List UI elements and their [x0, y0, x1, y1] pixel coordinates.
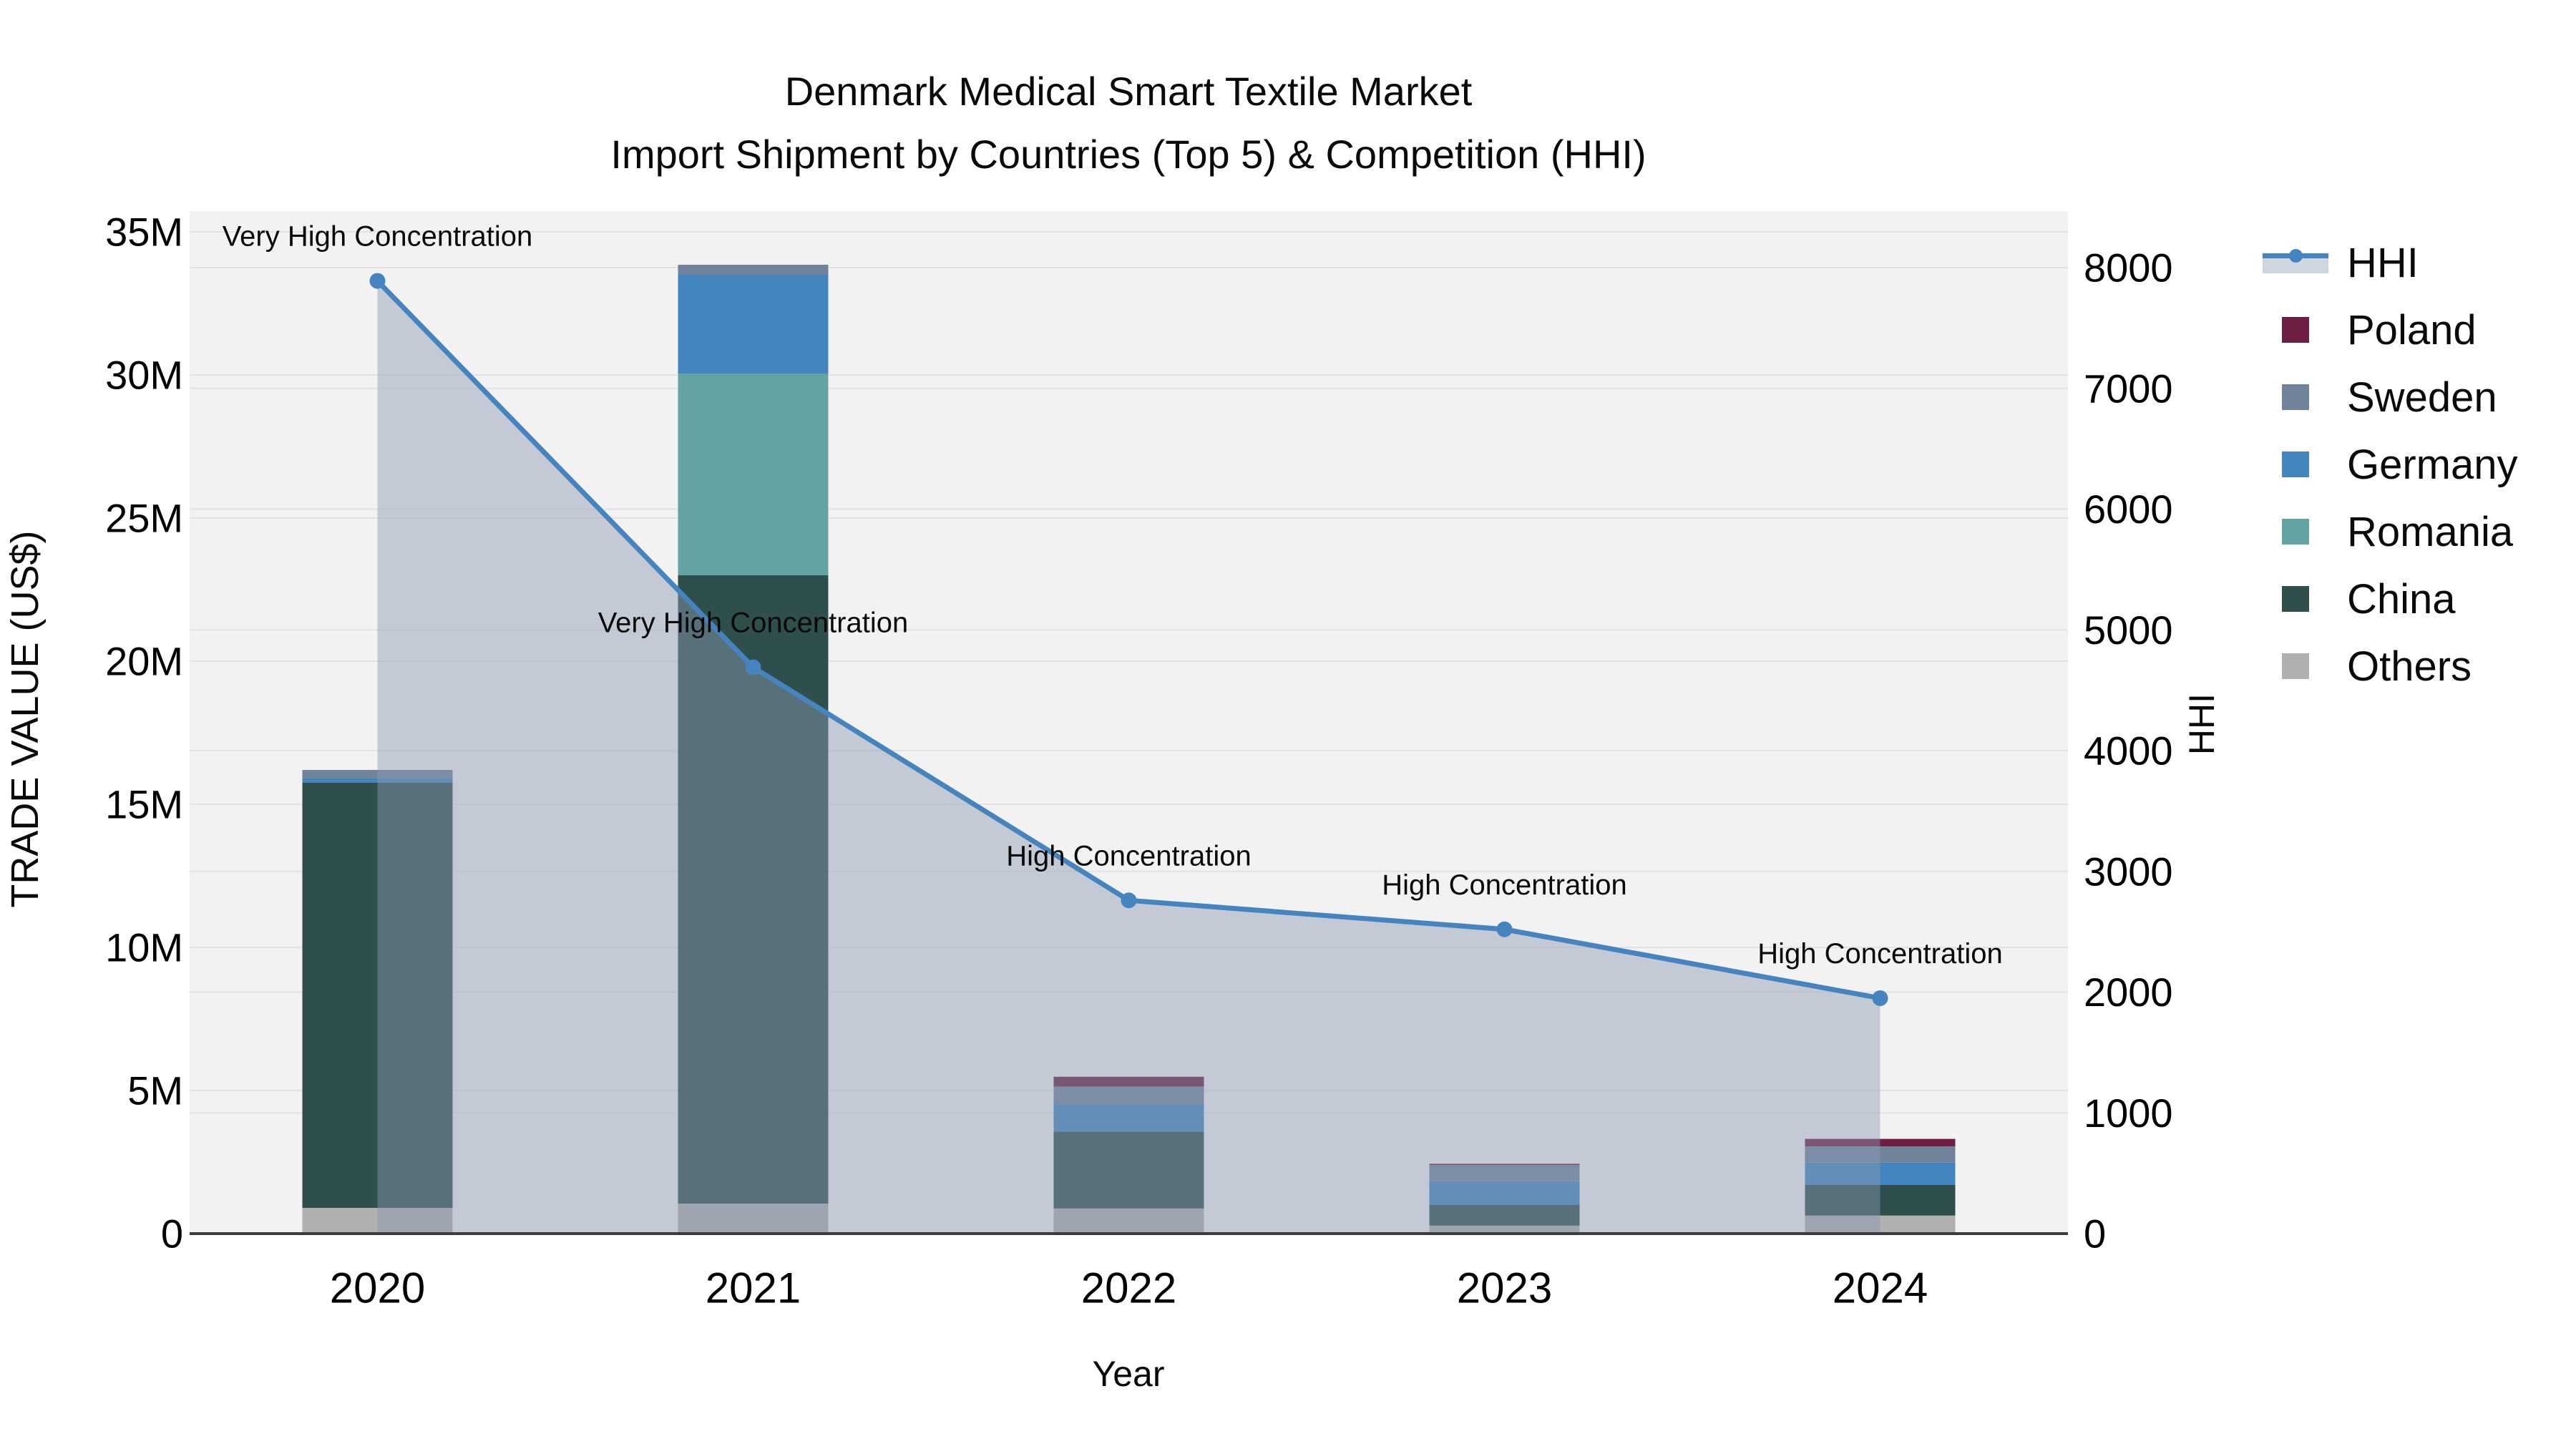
legend-label-hhi: HHI	[2347, 239, 2419, 286]
hhi-marker-2024[interactable]	[1872, 990, 1888, 1006]
hhi-marker-2020[interactable]	[369, 273, 386, 289]
bar-segment-sweden-2023[interactable]	[1429, 1165, 1580, 1181]
bar-segment-sweden-2022[interactable]	[1053, 1086, 1204, 1105]
hhi-area[interactable]	[377, 280, 1880, 1234]
y-right-tick-label: 1000	[2084, 1091, 2173, 1136]
chart-title-line2: Import Shipment by Countries (Top 5) & C…	[610, 132, 1646, 177]
y-left-tick-label: 20M	[105, 639, 183, 684]
legend-label-china: China	[2347, 575, 2456, 623]
y-left-tick-label: 25M	[105, 496, 183, 541]
plot-background	[190, 211, 2068, 1234]
legend-item-poland[interactable]: Poland	[2261, 296, 2518, 364]
bar-segment-china-2020[interactable]	[302, 783, 453, 1208]
y-right-tick-label: 0	[2084, 1211, 2106, 1257]
hhi-swatch-band	[2263, 258, 2328, 273]
legend-label-poland: Poland	[2347, 306, 2477, 353]
annotation-2024: High Concentration	[1757, 938, 2002, 970]
y-left-tick-label: 5M	[127, 1068, 183, 1113]
gridlines-group	[190, 231, 2068, 1114]
bar-segment-germany-2024[interactable]	[1805, 1162, 1956, 1185]
y-right-tick-label: 8000	[2084, 245, 2173, 291]
legend-item-china[interactable]: China	[2261, 565, 2518, 633]
y-axis-title-left: TRADE VALUE (US$)	[4, 530, 47, 908]
legend-item-sweden[interactable]: Sweden	[2261, 364, 2518, 431]
bar-segment-china-2021[interactable]	[678, 575, 829, 1204]
color-swatch-icon	[2261, 586, 2330, 612]
bar-segment-germany-2021[interactable]	[678, 275, 829, 374]
y-right-tick-label: 7000	[2084, 366, 2173, 411]
bar-segment-others-2020[interactable]	[302, 1208, 453, 1234]
bar-segment-poland-2022[interactable]	[1053, 1076, 1204, 1087]
bars-group	[302, 265, 1956, 1234]
y-axis-title-right: HHI	[2182, 693, 2222, 756]
hhi-swatch-dot	[2289, 249, 2303, 263]
annotation-2023: High Concentration	[1382, 869, 1626, 901]
y-left-tick-label: 30M	[105, 353, 183, 398]
color-swatch-icon	[2261, 317, 2330, 343]
legend-label-romania: Romania	[2347, 508, 2514, 555]
bar-segment-romania-2021[interactable]	[678, 374, 829, 575]
legend-item-romania[interactable]: Romania	[2261, 498, 2518, 565]
bar-segment-others-2022[interactable]	[1053, 1208, 1204, 1234]
bar-segment-china-2022[interactable]	[1053, 1131, 1204, 1209]
x-tick-label-2022: 2022	[1081, 1264, 1176, 1312]
bar-segment-germany-2020[interactable]	[302, 779, 453, 783]
bar-segment-sweden-2024[interactable]	[1805, 1146, 1956, 1163]
bar-segment-others-2023[interactable]	[1429, 1225, 1580, 1234]
x-tick-label-2021: 2021	[706, 1264, 801, 1312]
x-tick-label-2024: 2024	[1833, 1264, 1928, 1312]
x-axis-title: Year	[1092, 1354, 1165, 1394]
y-left-tick-label: 35M	[105, 210, 183, 255]
annotation-2022: High Concentration	[1006, 840, 1251, 872]
swatch-romania	[2282, 519, 2309, 545]
bar-segment-others-2021[interactable]	[678, 1204, 829, 1234]
y-right-tick-label: 3000	[2084, 849, 2173, 894]
y-left-tick-label: 10M	[105, 925, 183, 970]
bar-segment-china-2024[interactable]	[1805, 1185, 1956, 1216]
color-swatch-icon	[2261, 653, 2330, 679]
swatch-sweden	[2282, 384, 2309, 410]
y-left-tick-label: 15M	[105, 782, 183, 827]
legend-label-germany: Germany	[2347, 441, 2518, 488]
bar-segment-others-2024[interactable]	[1805, 1215, 1956, 1234]
legend-item-others[interactable]: Others	[2261, 633, 2518, 700]
legend-item-germany[interactable]: Germany	[2261, 431, 2518, 498]
legend-label-sweden: Sweden	[2347, 374, 2497, 421]
bar-segment-sweden-2020[interactable]	[302, 770, 453, 779]
legend-item-hhi[interactable]: HHI	[2261, 229, 2518, 296]
y-right-tick-label: 6000	[2084, 487, 2173, 532]
annotation-2021: Very High Concentration	[598, 608, 909, 639]
bar-segment-sweden-2021[interactable]	[678, 265, 829, 275]
y-left-tick-label: 0	[161, 1211, 183, 1257]
chart-title: Denmark Medical Smart Textile Market Imp…	[270, 60, 1987, 186]
swatch-germany	[2282, 452, 2309, 477]
swatch-others	[2282, 653, 2309, 679]
x-tick-label-2023: 2023	[1457, 1264, 1552, 1312]
legend-label-others: Others	[2347, 643, 2472, 690]
bar-segment-poland-2024[interactable]	[1805, 1138, 1956, 1146]
color-swatch-icon	[2261, 519, 2330, 545]
hhi-marker-2023[interactable]	[1496, 921, 1513, 937]
bar-segment-china-2023[interactable]	[1429, 1205, 1580, 1226]
legend: HHI Poland Sweden Germany Romania China Others	[2261, 229, 2518, 700]
hhi-marker-2021[interactable]	[745, 659, 761, 675]
hhi-line-swatch-icon	[2261, 249, 2330, 273]
x-tick-label-2020: 2020	[330, 1264, 425, 1312]
hhi-marker-2022[interactable]	[1121, 892, 1137, 909]
bar-segment-germany-2022[interactable]	[1053, 1104, 1204, 1132]
bar-segment-poland-2023[interactable]	[1429, 1163, 1580, 1165]
bar-segment-germany-2023[interactable]	[1429, 1181, 1580, 1205]
swatch-poland	[2282, 317, 2309, 343]
y-right-tick-label: 4000	[2084, 728, 2173, 774]
color-swatch-icon	[2261, 452, 2330, 477]
chart-title-line1: Denmark Medical Smart Textile Market	[784, 69, 1473, 114]
y-right-tick-label: 5000	[2084, 608, 2173, 653]
swatch-china	[2282, 586, 2309, 612]
y-right-tick-label: 2000	[2084, 970, 2173, 1015]
color-swatch-icon	[2261, 384, 2330, 410]
annotation-2020: Very High Concentration	[223, 221, 533, 253]
